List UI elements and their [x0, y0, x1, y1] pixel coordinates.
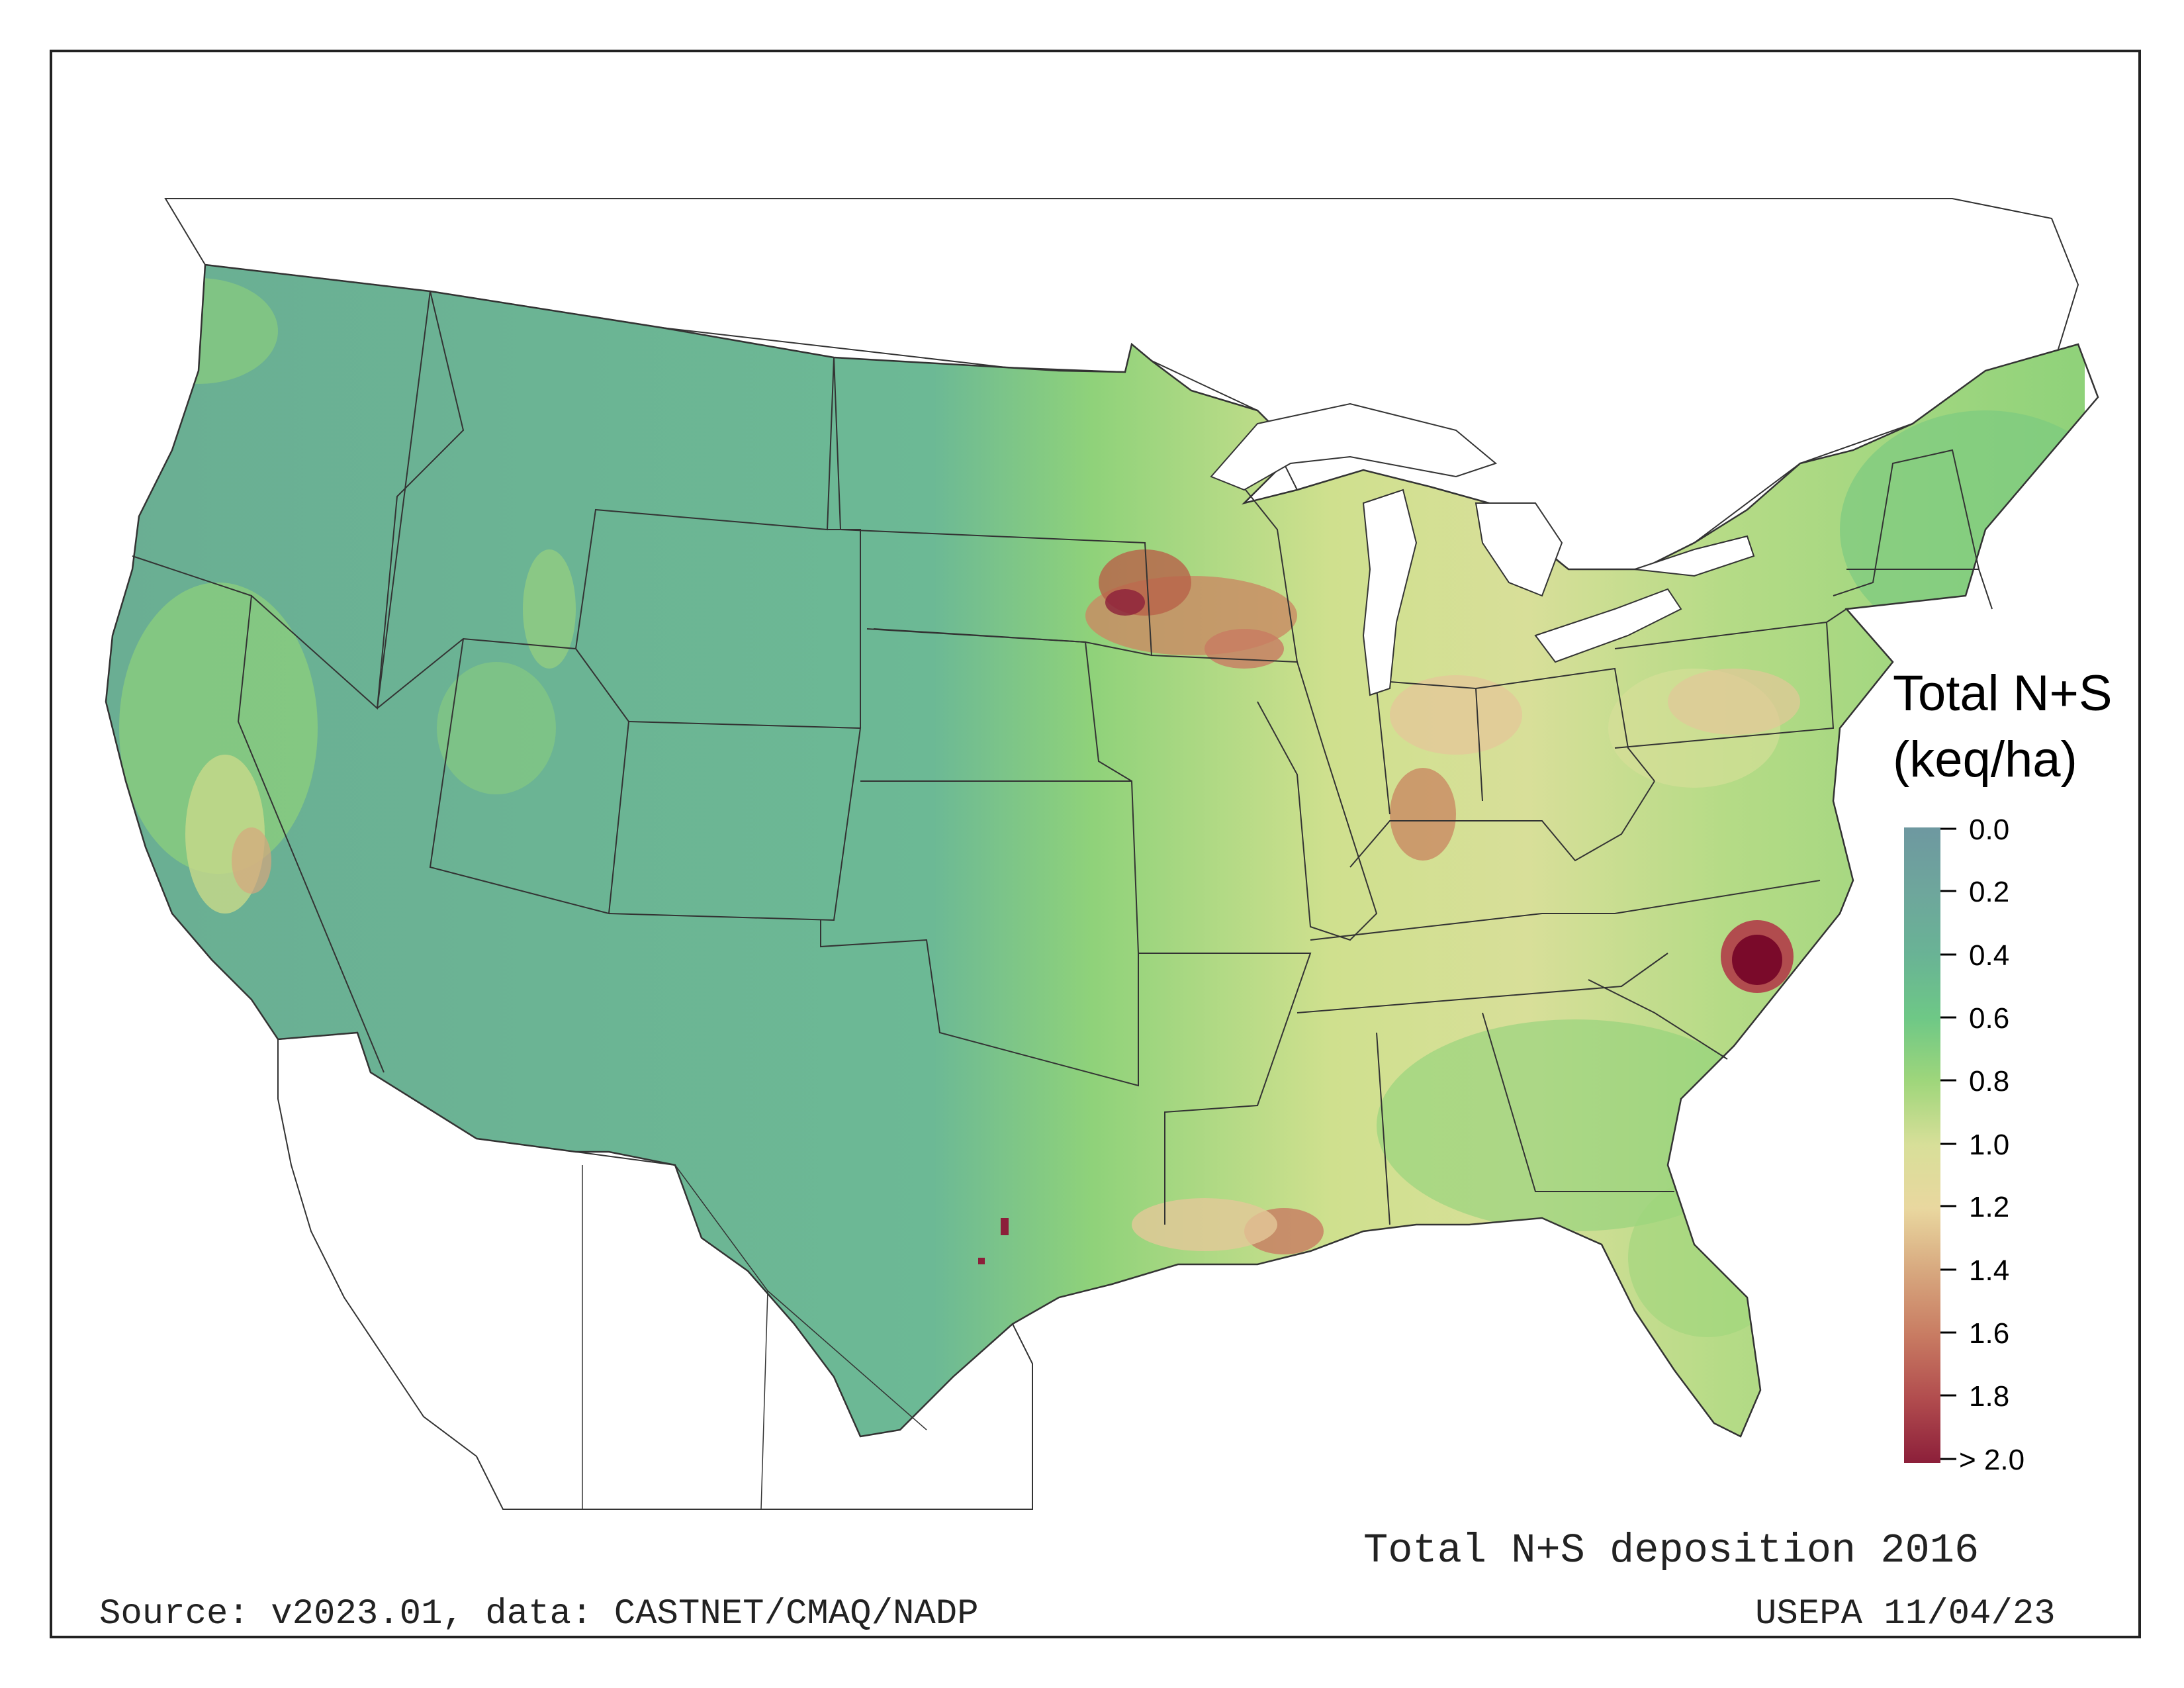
legend-color-bar [1904, 827, 1940, 1463]
legend-tick-label: 0.8 [1969, 1065, 2010, 1098]
legend-tick-label: 1.6 [1969, 1317, 2010, 1350]
credit-note: USEPA 11/04/23 [1755, 1594, 2056, 1634]
legend-tick-label: 1.2 [1969, 1191, 2010, 1223]
legend-tick-label: > 2.0 [1959, 1444, 2025, 1476]
source-note: Source: v2023.01, data: CASTNET/CMAQ/NAD… [99, 1594, 979, 1634]
great-lakes [1210, 402, 1755, 696]
legend-tick-marks [1940, 827, 1956, 1460]
legend-tick-label: 0.0 [1969, 814, 2010, 846]
legend-tick-label: 1.0 [1969, 1129, 2010, 1161]
legend-tick-label: 0.4 [1969, 939, 2010, 972]
mexico-state-lines [582, 1164, 927, 1510]
legend-tick-label: 0.2 [1969, 876, 2010, 908]
legend-title-line2: (keq/ha) [1893, 731, 2077, 788]
map-title: Total N+S deposition 2016 [1363, 1527, 1979, 1574]
legend-tick-label: 1.4 [1969, 1254, 2010, 1287]
legend-tick-label: 0.6 [1969, 1002, 2010, 1035]
state-boundaries [132, 291, 1993, 1225]
legend-tick-label: 1.8 [1969, 1380, 2010, 1413]
legend-title-line1: Total N+S [1893, 665, 2113, 722]
